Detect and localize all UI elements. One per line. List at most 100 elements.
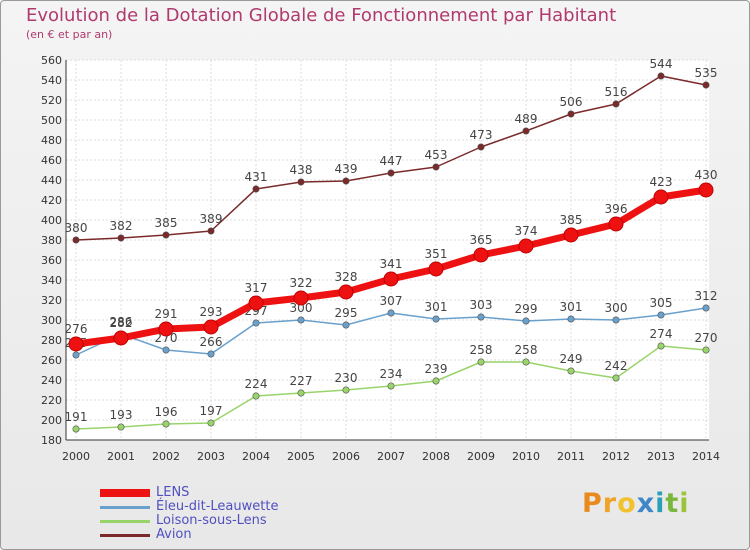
legend-swatch-lens — [100, 489, 150, 497]
data-label-avion: 453 — [425, 148, 448, 162]
proxiti-logo: Proxiti — [582, 488, 690, 519]
data-point-loison-sous-lens — [387, 382, 395, 390]
data-point-loison-sous-lens — [207, 419, 215, 427]
data-label-loison-sous-lens: 227 — [290, 374, 313, 388]
data-point--leu-dit-leauwette — [612, 316, 620, 324]
data-point-lens — [68, 336, 84, 352]
data-label-lens: 328 — [335, 270, 358, 284]
x-tick-label: 2006 — [332, 450, 360, 463]
data-label-avion: 473 — [470, 128, 493, 142]
data-point-avion — [387, 169, 395, 177]
y-tick-label: 340 — [41, 274, 62, 287]
data-label--leu-dit-leauwette: 312 — [695, 289, 718, 303]
data-point-avion — [567, 110, 575, 118]
data-point--leu-dit-leauwette — [207, 350, 215, 358]
legend-swatch-loison — [100, 520, 150, 523]
x-tick-label: 2002 — [152, 450, 180, 463]
plot-area — [66, 60, 709, 440]
x-tick-label: 2003 — [197, 450, 225, 463]
data-point-lens — [338, 284, 354, 300]
data-point-avion — [657, 72, 665, 80]
data-label-loison-sous-lens: 242 — [605, 359, 628, 373]
data-point--leu-dit-leauwette — [657, 311, 665, 319]
y-tick-label: 320 — [41, 294, 62, 307]
legend-label-avion: Avion — [156, 527, 192, 542]
y-tick-label: 420 — [41, 194, 62, 207]
y-tick-label: 500 — [41, 114, 62, 127]
y-tick-label: 560 — [41, 54, 62, 67]
x-tick-label: 2008 — [422, 450, 450, 463]
data-label-loison-sous-lens: 249 — [560, 352, 583, 366]
data-label-lens: 374 — [515, 224, 538, 238]
data-point-avion — [522, 127, 530, 135]
data-label-avion: 380 — [65, 221, 88, 235]
data-point--leu-dit-leauwette — [387, 309, 395, 317]
data-label-avion: 438 — [290, 163, 313, 177]
data-label--leu-dit-leauwette: 270 — [155, 331, 178, 345]
data-label--leu-dit-leauwette: 303 — [470, 298, 493, 312]
data-label-lens: 430 — [695, 168, 718, 182]
data-label-lens: 351 — [425, 247, 448, 261]
data-label-avion: 385 — [155, 216, 178, 230]
data-point-avion — [117, 234, 125, 242]
data-point--leu-dit-leauwette — [432, 315, 440, 323]
data-point-lens — [563, 227, 579, 243]
x-tick-label: 2007 — [377, 450, 405, 463]
data-point--leu-dit-leauwette — [522, 317, 530, 325]
data-label-lens: 322 — [290, 276, 313, 290]
x-tick-label: 2014 — [692, 450, 720, 463]
data-label-loison-sous-lens: 196 — [155, 405, 178, 419]
data-label--leu-dit-leauwette: 295 — [335, 306, 358, 320]
data-label-loison-sous-lens: 258 — [515, 343, 538, 357]
data-point-loison-sous-lens — [657, 342, 665, 350]
data-label-avion: 447 — [380, 154, 403, 168]
x-tick-label: 2004 — [242, 450, 270, 463]
y-tick-label: 400 — [41, 214, 62, 227]
data-label--leu-dit-leauwette: 266 — [200, 335, 223, 349]
data-label--leu-dit-leauwette: 307 — [380, 294, 403, 308]
data-label-loison-sous-lens: 274 — [650, 327, 673, 341]
data-label-lens: 341 — [380, 257, 403, 271]
logo-letter: i — [679, 488, 690, 519]
data-point--leu-dit-leauwette — [252, 319, 260, 327]
logo-letter: x — [636, 488, 656, 519]
data-point--leu-dit-leauwette — [567, 315, 575, 323]
legend-swatch-eleu — [100, 506, 150, 509]
data-label-avion: 506 — [560, 95, 583, 109]
data-point--leu-dit-leauwette — [162, 346, 170, 354]
data-point-lens — [698, 182, 714, 198]
data-label-avion: 489 — [515, 112, 538, 126]
data-label--leu-dit-leauwette: 305 — [650, 296, 673, 310]
logo-letter: P — [582, 488, 603, 519]
data-point-lens — [293, 290, 309, 306]
data-point--leu-dit-leauwette — [342, 321, 350, 329]
x-tick-label: 2001 — [107, 450, 135, 463]
y-tick-label: 380 — [41, 234, 62, 247]
data-label-loison-sous-lens: 258 — [470, 343, 493, 357]
chart-title: Evolution de la Dotation Globale de Fonc… — [26, 5, 617, 26]
data-label-loison-sous-lens: 230 — [335, 371, 358, 385]
data-point-loison-sous-lens — [702, 346, 710, 354]
data-label-lens: 365 — [470, 233, 493, 247]
data-point-lens — [158, 321, 174, 337]
y-tick-label: 360 — [41, 254, 62, 267]
data-point-loison-sous-lens — [432, 377, 440, 385]
y-tick-label: 180 — [41, 434, 62, 447]
data-label--leu-dit-leauwette: 299 — [515, 302, 538, 316]
x-tick-label: 2009 — [467, 450, 495, 463]
x-tick-label: 2013 — [647, 450, 675, 463]
data-point-lens — [203, 319, 219, 335]
data-label-avion: 516 — [605, 85, 628, 99]
data-label-avion: 544 — [650, 57, 673, 71]
data-label-lens: 276 — [65, 322, 88, 336]
data-label-avion: 382 — [110, 219, 133, 233]
data-label--leu-dit-leauwette: 301 — [560, 300, 583, 314]
legend-label-eleu: Éleu-dit-Leauwette — [156, 499, 279, 514]
data-label-lens: 385 — [560, 213, 583, 227]
x-tick-label: 2012 — [602, 450, 630, 463]
data-label-lens: 293 — [200, 305, 223, 319]
data-point-avion — [477, 143, 485, 151]
data-point-loison-sous-lens — [252, 392, 260, 400]
data-point--leu-dit-leauwette — [477, 313, 485, 321]
